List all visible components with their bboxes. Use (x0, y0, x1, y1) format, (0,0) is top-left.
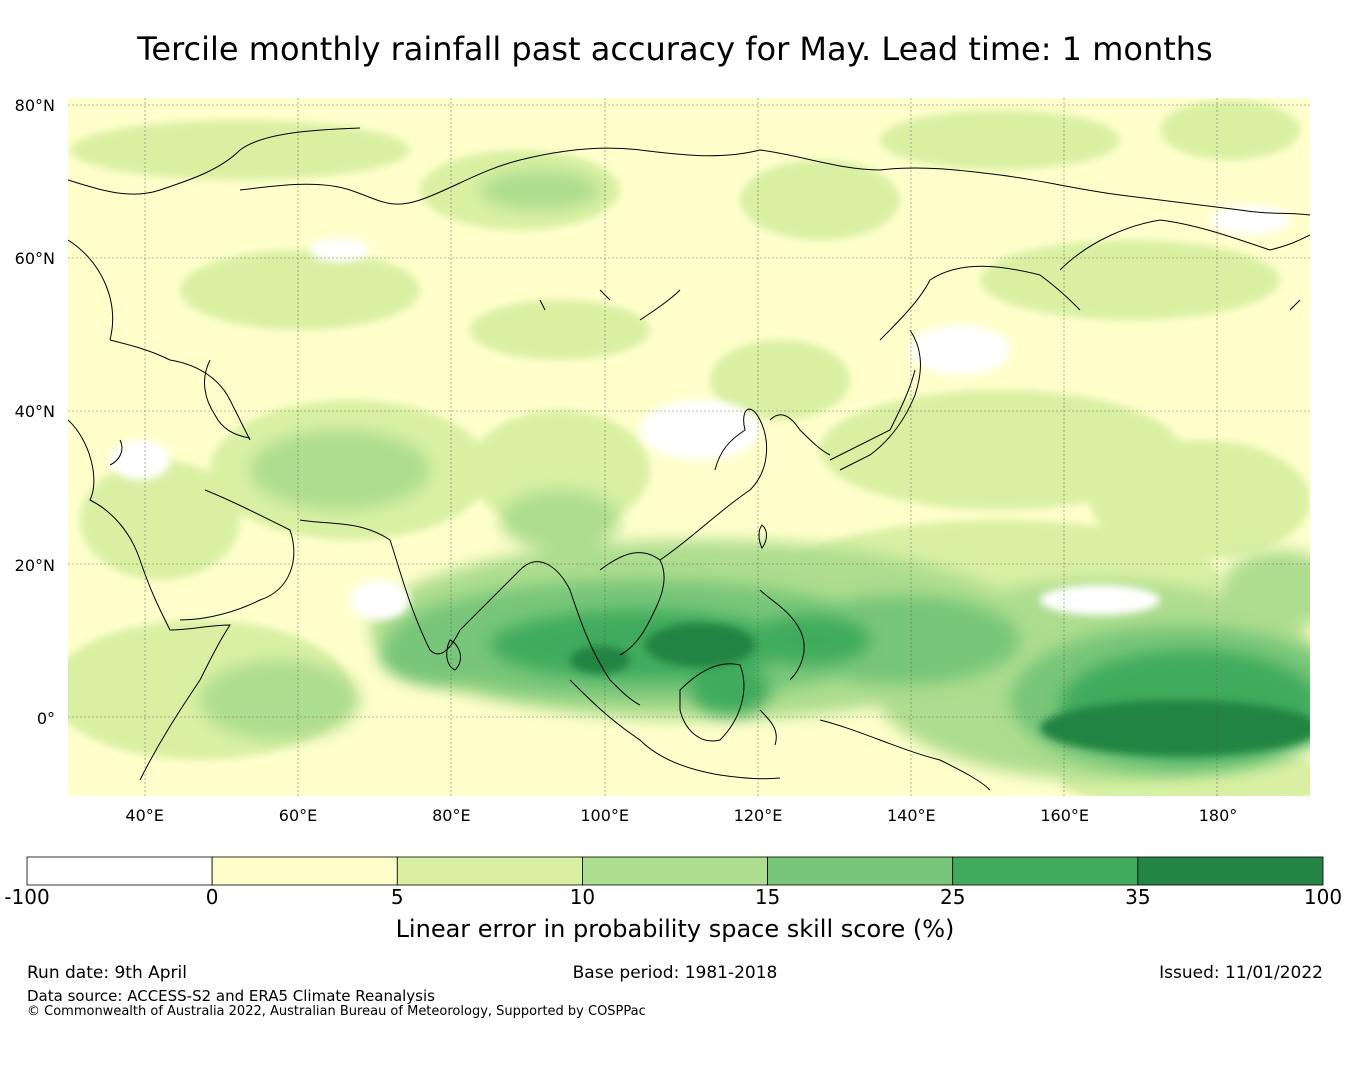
colorbar-bin (26, 856, 213, 886)
lon-tick-label: 180° (1198, 806, 1238, 825)
colorbar-bin (767, 856, 954, 886)
skill-band-35-100 (570, 623, 1310, 756)
lat-tick-label: 20°N (14, 555, 55, 575)
colorbar-tick-label: 35 (1125, 885, 1151, 909)
run-date: Run date: 9th April (27, 963, 187, 983)
coastlines (68, 127, 1310, 791)
lon-tick-label: 80°E (432, 806, 471, 825)
lon-tick-label: 120°E (733, 806, 783, 825)
colorbar-tick-label: 5 (390, 885, 404, 909)
lon-tick-label: 60°E (278, 806, 318, 825)
issued-date: Issued: 11/01/2022 (1159, 963, 1323, 983)
colorbar-tick-label: 100 (1303, 885, 1343, 909)
graticule (68, 98, 1310, 796)
colorbar-tick-label: 15 (754, 885, 781, 909)
lat-tick-label: 60°N (14, 249, 55, 269)
lat-tick-label: 80°N (14, 95, 55, 115)
colorbar-tick-label: 10 (569, 885, 596, 909)
skill-field (68, 98, 1310, 796)
data-source: Data source: ACCESS-S2 and ERA5 Climate … (27, 987, 435, 1005)
lon-tick-label: 100°E (580, 806, 629, 825)
colorbar-bin (1137, 856, 1324, 886)
colorbar-label: Linear error in probability space skill … (395, 915, 955, 943)
map-title: Tercile monthly rainfall past accuracy f… (137, 30, 1213, 68)
lat-tick-label: 40°N (14, 402, 55, 422)
colorbar-tick-label: 0 (205, 885, 219, 909)
colorbar-bin (952, 856, 1139, 886)
colorbar-tick-label: -100 (4, 885, 50, 909)
colorbar-tick-label: 25 (939, 885, 966, 909)
skill-band-negative (110, 205, 1290, 620)
colorbar-bin (396, 856, 583, 886)
copyright: © Commonwealth of Australia 2022, Austra… (27, 1004, 646, 1019)
lon-tick-label: 40°E (125, 806, 164, 825)
lat-tick-label: 0° (36, 709, 55, 729)
lon-tick-label: 140°E (887, 806, 936, 825)
lon-tick-label: 160°E (1040, 806, 1089, 825)
colorbar (26, 856, 1324, 886)
colorbar-bin (582, 856, 768, 886)
base-period: Base period: 1981-2018 (572, 963, 778, 983)
colorbar-bin (211, 856, 398, 886)
